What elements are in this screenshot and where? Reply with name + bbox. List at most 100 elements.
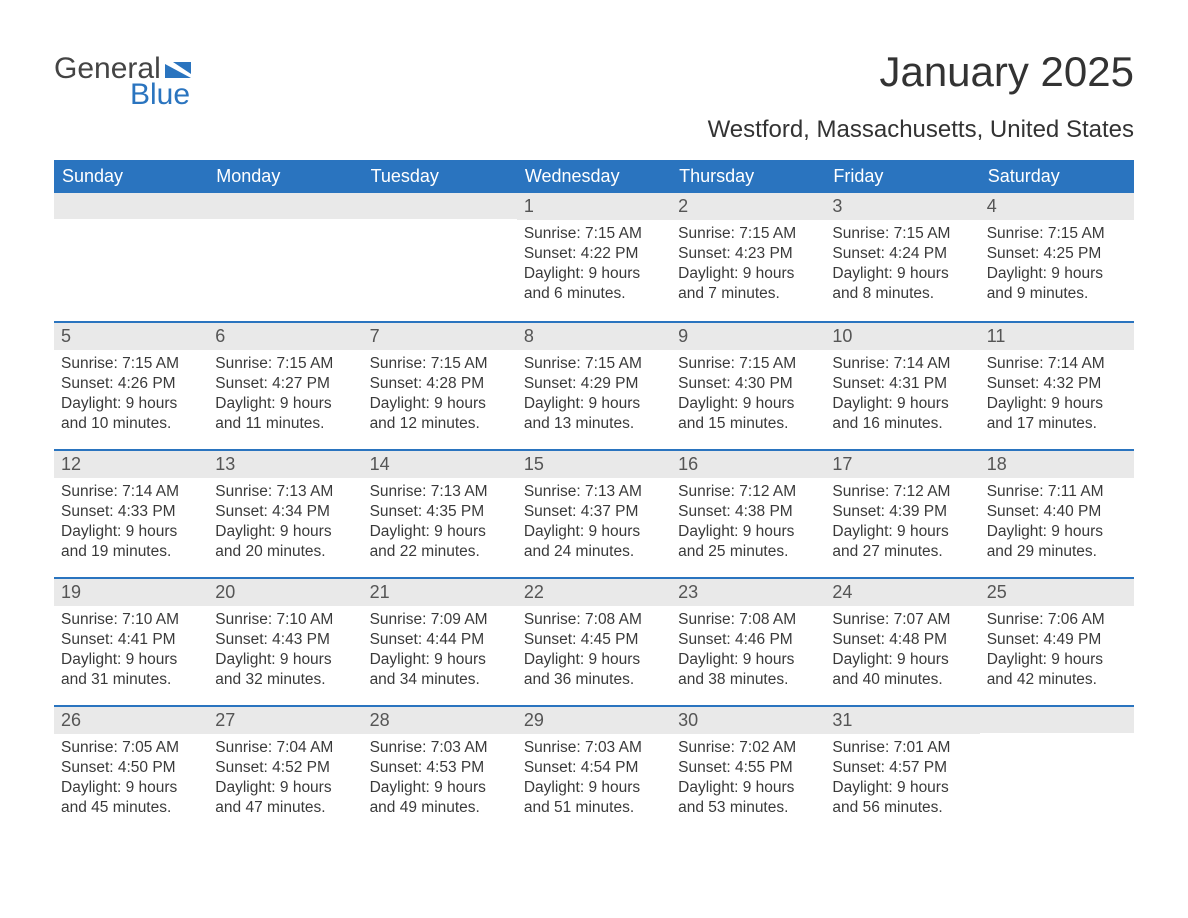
weekday-header: Monday [208, 160, 362, 193]
sunset-text: Sunset: 4:38 PM [678, 502, 818, 522]
daylight-text: and 12 minutes. [370, 414, 510, 434]
day-number: 5 [54, 323, 208, 350]
day-cell: 7Sunrise: 7:15 AMSunset: 4:28 PMDaylight… [363, 323, 517, 437]
day-body: Sunrise: 7:09 AMSunset: 4:44 PMDaylight:… [363, 610, 517, 689]
daylight-text: Daylight: 9 hours [370, 522, 510, 542]
day-number: 10 [825, 323, 979, 350]
sunrise-text: Sunrise: 7:07 AM [832, 610, 972, 630]
sunrise-text: Sunrise: 7:02 AM [678, 738, 818, 758]
calendar-page: General Blue January 2025 Westford, Mass… [0, 0, 1188, 918]
day-cell: 30Sunrise: 7:02 AMSunset: 4:55 PMDayligh… [671, 707, 825, 821]
day-body: Sunrise: 7:15 AMSunset: 4:29 PMDaylight:… [517, 354, 671, 433]
day-number: 28 [363, 707, 517, 734]
day-number [208, 193, 362, 219]
day-cell: 11Sunrise: 7:14 AMSunset: 4:32 PMDayligh… [980, 323, 1134, 437]
daylight-text: Daylight: 9 hours [987, 650, 1127, 670]
day-number: 19 [54, 579, 208, 606]
daylight-text: and 29 minutes. [987, 542, 1127, 562]
daylight-text: Daylight: 9 hours [524, 394, 664, 414]
day-cell [54, 193, 208, 309]
day-cell: 23Sunrise: 7:08 AMSunset: 4:46 PMDayligh… [671, 579, 825, 693]
sunset-text: Sunset: 4:48 PM [832, 630, 972, 650]
week-row: 12Sunrise: 7:14 AMSunset: 4:33 PMDayligh… [54, 449, 1134, 577]
sunset-text: Sunset: 4:52 PM [215, 758, 355, 778]
day-number: 16 [671, 451, 825, 478]
day-cell: 4 Sunrise: 7:15 AMSunset: 4:25 PMDaylight… [980, 193, 1134, 309]
day-cell: 21 Sunrise: 7:09 AMSunset: 4:44 PMDayligh… [363, 579, 517, 693]
day-number: 8 [517, 323, 671, 350]
daylight-text: Daylight: 9 hours [524, 264, 664, 284]
sunset-text: Sunset: 4:53 PM [370, 758, 510, 778]
day-body: Sunrise: 7:15 AMSunset: 4:27 PMDaylight:… [208, 354, 362, 433]
sunset-text: Sunset: 4:26 PM [61, 374, 201, 394]
sunrise-text: Sunrise: 7:08 AM [678, 610, 818, 630]
day-body: Sunrise: 7:15 AMSunset: 4:26 PMDaylight:… [54, 354, 208, 433]
day-number: 26 [54, 707, 208, 734]
day-number: 21 [363, 579, 517, 606]
day-cell [208, 193, 362, 309]
daylight-text: and 36 minutes. [524, 670, 664, 690]
daylight-text: Daylight: 9 hours [987, 394, 1127, 414]
day-cell: 5 Sunrise: 7:15 AMSunset: 4:26 PMDaylight… [54, 323, 208, 437]
day-cell: 19Sunrise: 7:10 AMSunset: 4:41 PMDayligh… [54, 579, 208, 693]
day-number: 22 [517, 579, 671, 606]
daylight-text: and 9 minutes. [987, 284, 1127, 304]
day-number: 9 [671, 323, 825, 350]
day-body: Sunrise: 7:15 AMSunset: 4:25 PMDaylight:… [980, 224, 1134, 303]
weekday-header: Wednesday [517, 160, 671, 193]
day-cell: 20Sunrise: 7:10 AMSunset: 4:43 PMDayligh… [208, 579, 362, 693]
day-number: 20 [208, 579, 362, 606]
sunrise-text: Sunrise: 7:01 AM [832, 738, 972, 758]
day-number: 29 [517, 707, 671, 734]
daylight-text: Daylight: 9 hours [524, 522, 664, 542]
day-number: 6 [208, 323, 362, 350]
sunrise-text: Sunrise: 7:12 AM [678, 482, 818, 502]
daylight-text: Daylight: 9 hours [832, 394, 972, 414]
daylight-text: Daylight: 9 hours [370, 778, 510, 798]
day-number: 13 [208, 451, 362, 478]
day-cell: 9Sunrise: 7:15 AMSunset: 4:30 PMDaylight… [671, 323, 825, 437]
day-cell: 3Sunrise: 7:15 AMSunset: 4:24 PMDaylight… [825, 193, 979, 309]
daylight-text: and 56 minutes. [832, 798, 972, 818]
location-subtitle: Westford, Massachusetts, United States [54, 116, 1134, 144]
daylight-text: Daylight: 9 hours [678, 394, 818, 414]
day-cell: 18Sunrise: 7:11 AMSunset: 4:40 PMDayligh… [980, 451, 1134, 565]
day-number: 4 [980, 193, 1134, 220]
day-number: 17 [825, 451, 979, 478]
sunrise-text: Sunrise: 7:11 AM [987, 482, 1127, 502]
daylight-text: and 49 minutes. [370, 798, 510, 818]
daylight-text: Daylight: 9 hours [832, 264, 972, 284]
daylight-text: and 8 minutes. [832, 284, 972, 304]
day-cell: 16Sunrise: 7:12 AMSunset: 4:38 PMDayligh… [671, 451, 825, 565]
day-cell: 15Sunrise: 7:13 AMSunset: 4:37 PMDayligh… [517, 451, 671, 565]
sunset-text: Sunset: 4:54 PM [524, 758, 664, 778]
daylight-text: and 11 minutes. [215, 414, 355, 434]
day-cell: 27Sunrise: 7:04 AMSunset: 4:52 PMDayligh… [208, 707, 362, 821]
sunrise-text: Sunrise: 7:03 AM [524, 738, 664, 758]
week-row: 1Sunrise: 7:15 AMSunset: 4:22 PMDaylight… [54, 193, 1134, 321]
day-body: Sunrise: 7:12 AMSunset: 4:39 PMDaylight:… [825, 482, 979, 561]
sunset-text: Sunset: 4:25 PM [987, 244, 1127, 264]
logo: General Blue [54, 48, 199, 110]
day-body: Sunrise: 7:08 AMSunset: 4:45 PMDaylight:… [517, 610, 671, 689]
day-cell: 2Sunrise: 7:15 AMSunset: 4:23 PMDaylight… [671, 193, 825, 309]
sunrise-text: Sunrise: 7:14 AM [987, 354, 1127, 374]
daylight-text: and 32 minutes. [215, 670, 355, 690]
day-number: 25 [980, 579, 1134, 606]
daylight-text: Daylight: 9 hours [832, 522, 972, 542]
sunset-text: Sunset: 4:50 PM [61, 758, 201, 778]
page-title: January 2025 [879, 48, 1134, 96]
daylight-text: Daylight: 9 hours [215, 394, 355, 414]
sunrise-text: Sunrise: 7:15 AM [678, 224, 818, 244]
daylight-text: Daylight: 9 hours [61, 778, 201, 798]
day-body: Sunrise: 7:01 AMSunset: 4:57 PMDaylight:… [825, 738, 979, 817]
day-cell: 8 Sunrise: 7:15 AMSunset: 4:29 PMDaylight… [517, 323, 671, 437]
sunrise-text: Sunrise: 7:15 AM [524, 224, 664, 244]
sunset-text: Sunset: 4:44 PM [370, 630, 510, 650]
daylight-text: Daylight: 9 hours [215, 650, 355, 670]
daylight-text: and 42 minutes. [987, 670, 1127, 690]
week-row: 19Sunrise: 7:10 AMSunset: 4:41 PMDayligh… [54, 577, 1134, 705]
sunset-text: Sunset: 4:37 PM [524, 502, 664, 522]
daylight-text: and 34 minutes. [370, 670, 510, 690]
sunrise-text: Sunrise: 7:15 AM [61, 354, 201, 374]
